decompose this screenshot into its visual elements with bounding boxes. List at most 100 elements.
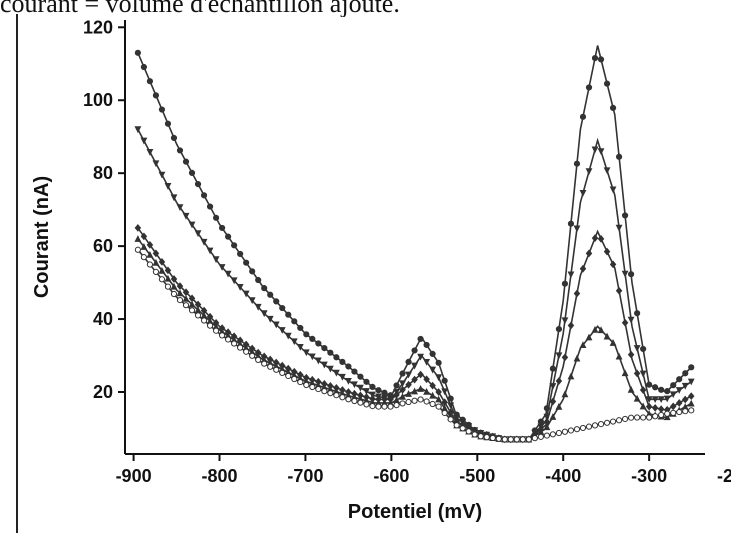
data-point — [339, 394, 346, 401]
data-point — [664, 388, 671, 395]
data-point — [585, 168, 593, 176]
data-point — [152, 160, 160, 168]
data-point — [212, 256, 220, 264]
data-point — [363, 401, 370, 408]
data-point — [423, 375, 430, 384]
data-point — [429, 366, 437, 374]
data-point — [453, 422, 460, 429]
data-point — [164, 274, 172, 282]
x-tick-label: -400 — [545, 466, 581, 486]
data-point — [573, 289, 581, 298]
data-point — [561, 317, 569, 325]
data-point — [279, 304, 286, 312]
data-point — [164, 283, 172, 290]
data-point — [435, 403, 442, 410]
data-point — [621, 212, 629, 219]
data-point — [315, 340, 322, 347]
data-point — [140, 243, 148, 250]
data-point — [676, 376, 683, 383]
page-heading: courant = volume d'échantillon ajouté. — [0, 0, 400, 17]
data-point — [170, 290, 178, 298]
data-point — [357, 373, 364, 380]
data-point — [405, 380, 412, 389]
data-point — [314, 357, 322, 365]
data-point — [291, 318, 298, 325]
data-point — [243, 259, 250, 266]
data-point — [423, 398, 430, 405]
data-point — [188, 221, 196, 229]
data-point — [627, 350, 635, 359]
data-point — [441, 388, 449, 396]
data-point — [591, 55, 599, 62]
data-point — [669, 402, 677, 411]
data-point — [621, 369, 629, 377]
data-point — [471, 431, 478, 438]
data-point — [182, 212, 190, 220]
y-tick-label: 40 — [93, 309, 113, 329]
data-point — [531, 435, 538, 442]
data-point — [249, 268, 256, 275]
data-point — [585, 84, 593, 91]
data-point — [639, 386, 647, 394]
data-point — [447, 402, 455, 410]
data-point — [663, 395, 671, 403]
data-point — [303, 381, 310, 389]
data-point — [634, 414, 641, 421]
data-point — [134, 49, 141, 56]
data-point — [603, 247, 611, 256]
data-point — [164, 120, 172, 127]
data-point — [279, 369, 286, 376]
data-point — [603, 419, 611, 426]
data-point — [176, 296, 184, 304]
data-point — [170, 134, 178, 142]
data-point — [645, 402, 653, 411]
data-point — [681, 395, 689, 404]
data-point — [158, 276, 166, 283]
x-tick-label: -900 — [116, 466, 152, 486]
data-point — [435, 395, 443, 403]
data-point — [243, 348, 250, 355]
data-point — [320, 361, 328, 369]
data-point — [188, 307, 196, 314]
data-point — [255, 276, 262, 284]
data-point — [621, 415, 629, 423]
data-point — [609, 104, 617, 111]
data-point — [399, 380, 406, 388]
data-point — [363, 388, 370, 395]
data-point — [411, 397, 418, 404]
x-tick-label: -200 — [717, 466, 731, 486]
data-point — [176, 289, 184, 297]
data-point — [333, 354, 340, 361]
data-point — [188, 300, 196, 308]
data-point — [591, 234, 599, 242]
data-point — [309, 335, 316, 342]
data-point — [501, 436, 508, 443]
data-series — [134, 246, 695, 443]
data-point — [639, 370, 647, 378]
data-point — [399, 392, 406, 400]
data-point — [573, 354, 581, 362]
data-point — [146, 78, 154, 85]
data-point — [495, 435, 502, 442]
data-point — [669, 391, 677, 399]
data-point — [158, 171, 166, 179]
data-point — [640, 414, 647, 421]
y-tick-label: 120 — [83, 17, 113, 37]
data-point — [627, 316, 635, 324]
data-point — [681, 382, 689, 390]
data-point — [231, 340, 238, 347]
data-point — [591, 422, 599, 429]
data-point — [260, 310, 268, 318]
x-axis-title: Potentiel (mV) — [348, 501, 482, 523]
data-point — [363, 378, 370, 385]
data-point — [399, 370, 406, 377]
data-point — [429, 400, 436, 408]
data-point — [176, 282, 184, 290]
data-point — [393, 382, 400, 389]
data-point — [411, 375, 418, 384]
data-point — [255, 356, 262, 364]
data-point — [351, 397, 358, 405]
tick-layer: -900 -800 -700 -600 -500 -400 -300 -200 20 40 60 80… — [83, 17, 731, 486]
data-point — [351, 368, 358, 375]
data-point — [357, 399, 364, 406]
